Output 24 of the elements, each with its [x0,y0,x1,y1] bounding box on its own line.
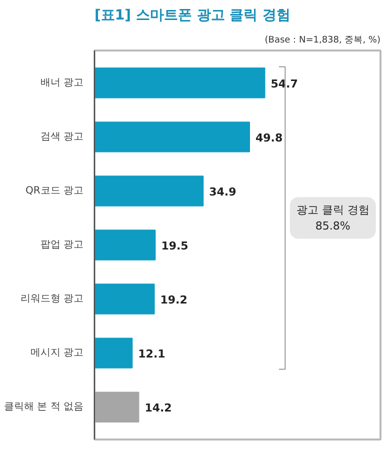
data-label: 19.5 [161,240,188,252]
data-label: 54.7 [270,77,298,90]
y-tick-label: 리워드형 광고 [20,294,84,305]
bar [94,230,156,260]
bar [94,392,140,422]
bar [94,338,133,368]
bar [94,176,204,206]
y-tick-label: 클릭해 본 적 없음 [4,402,84,413]
text: (Base : N=1,838, 중복, %) [264,36,381,46]
chart-title: [표1] 스마트폰 광고 클릭 경험 [94,8,291,24]
y-tick-label: QR코드 광고 [26,185,84,196]
data-label: 14.2 [144,402,172,415]
data-label: 19.2 [160,294,188,307]
data-label: 34.9 [209,185,236,198]
data-label: 49.8 [255,131,283,144]
y-tick-label: 팝업 광고 [40,240,84,250]
y-tick-label: 메시지 광고 [30,348,84,359]
bar [94,122,250,152]
bar [94,68,266,98]
data-label: 12.1 [138,348,166,361]
y-tick-label: 검색 광고 [40,131,84,142]
bar [94,284,155,314]
y-tick-label: 배너 광고 [40,77,84,88]
text: 광고 클릭 경험 85.8% [296,204,370,232]
